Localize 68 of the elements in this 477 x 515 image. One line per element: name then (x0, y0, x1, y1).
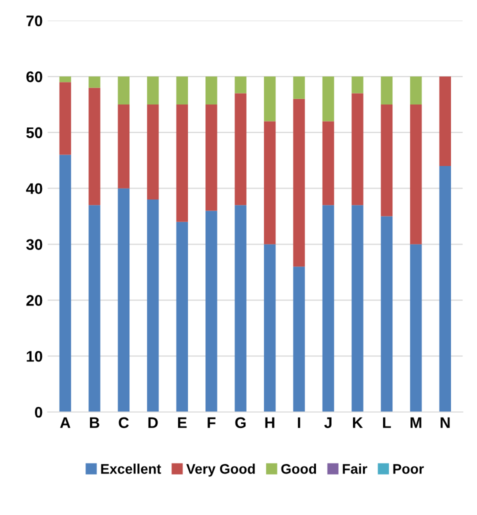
x-tick-label: N (440, 417, 450, 428)
bar (380, 76, 393, 104)
bar (234, 205, 246, 412)
bar (264, 121, 276, 244)
x-tick-label: J (324, 417, 332, 428)
bar (293, 266, 305, 412)
bar (147, 104, 159, 200)
y-tick-label: 60 (26, 71, 42, 82)
bar (176, 76, 188, 104)
x-tick-label: L (383, 417, 391, 428)
bar (234, 93, 246, 206)
y-tick-label: 50 (26, 127, 42, 138)
x-tick-label: C (118, 417, 129, 428)
bar (118, 188, 130, 412)
y-tick-label: 20 (26, 295, 42, 306)
bar (147, 76, 159, 104)
y-tick-label: 10 (26, 350, 42, 362)
bar (322, 76, 334, 122)
bar (264, 244, 276, 412)
y-tick-label: 70 (26, 15, 42, 26)
x-tick-label: H (265, 417, 274, 428)
bar (264, 76, 276, 122)
bar (118, 104, 130, 188)
bar (59, 76, 72, 82)
x-tick-label: D (148, 417, 158, 428)
bar (439, 76, 451, 166)
bar (59, 82, 72, 155)
y-tick-label: 30 (26, 239, 42, 250)
bar (410, 244, 422, 412)
legend-label: Excellent (101, 464, 162, 474)
legend-label: Fair (342, 464, 368, 474)
bar (352, 93, 364, 206)
bar (380, 104, 393, 216)
x-tick-label: B (90, 417, 100, 428)
bar (322, 205, 334, 412)
bar (118, 76, 130, 104)
bar (352, 76, 364, 94)
x-tick-label: G (235, 417, 246, 428)
bar (206, 210, 218, 412)
bar (410, 76, 422, 104)
y-tick-label: 40 (26, 183, 42, 194)
bar (206, 76, 218, 104)
bar (322, 121, 334, 206)
bar (176, 222, 188, 412)
x-tick-label: A (60, 417, 70, 428)
bar (293, 98, 305, 267)
legend-label: Very Good (186, 464, 255, 477)
bar (380, 216, 393, 412)
bar (88, 88, 100, 206)
bar (147, 200, 159, 412)
legend-label: Good (281, 464, 316, 474)
x-tick-label: F (208, 417, 216, 428)
bar (59, 154, 72, 412)
bar (88, 76, 100, 88)
bar (293, 76, 305, 99)
bar (88, 205, 100, 412)
bar (439, 166, 451, 412)
y-tick-label: 0 (34, 406, 42, 418)
x-tick-label: K (352, 417, 363, 428)
x-tick-label: I (298, 417, 300, 428)
bar (206, 104, 218, 211)
bar (410, 104, 422, 244)
legend-label: Poor (393, 464, 424, 474)
bar (234, 76, 246, 94)
bar (352, 205, 364, 412)
bar (176, 104, 188, 222)
x-tick-label: M (410, 417, 422, 428)
x-tick-label: E (178, 417, 187, 428)
